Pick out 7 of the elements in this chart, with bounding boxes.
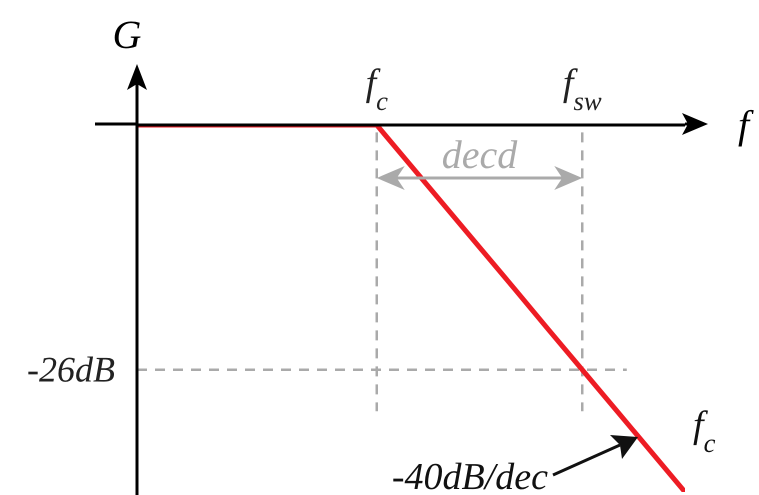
- ref-line-label: -26dB: [27, 349, 116, 390]
- text: f$_{c}$: [693, 404, 716, 458]
- x-axis-title: f: [738, 102, 754, 147]
- y-axis-title: G: [112, 12, 142, 57]
- x-tick-label: f$_{sw}$: [562, 62, 602, 116]
- annotation: -40dB/dec: [392, 456, 548, 495]
- annotation: decd: [442, 132, 518, 177]
